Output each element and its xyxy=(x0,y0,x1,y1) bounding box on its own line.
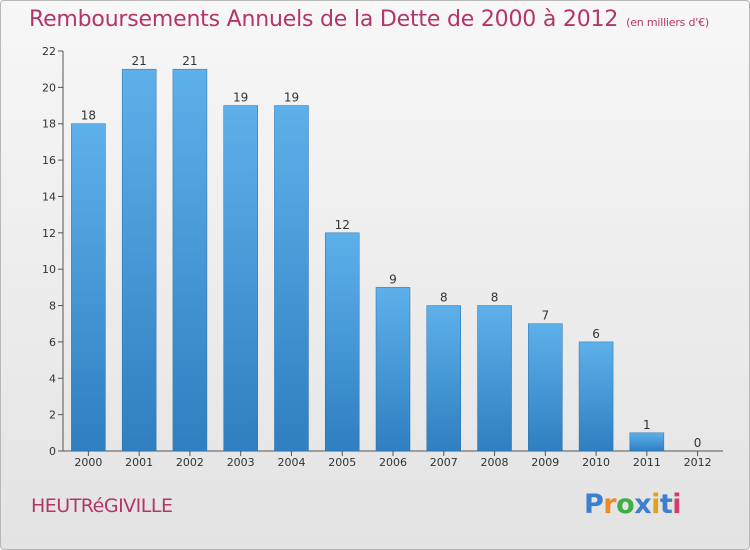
x-tick-label: 2006 xyxy=(379,456,407,469)
value-label-2005: 12 xyxy=(335,218,350,232)
logo-letter: i xyxy=(651,489,660,520)
x-axis: 2000 2001 2002 2003 2004 2005 2006 2007 2008 2009… xyxy=(63,450,723,469)
y-tick-label: 18 xyxy=(42,118,56,131)
x-tick-label: 2002 xyxy=(176,456,204,469)
y-tick-label: 8 xyxy=(49,300,56,313)
y-tick-label: 0 xyxy=(49,445,56,458)
bar-2007 xyxy=(426,305,462,452)
bar-2000 xyxy=(71,123,106,452)
x-tick-label: 2003 xyxy=(227,456,255,469)
y-axis: 0 2 4 6 8 10 12 14 16 18 20 22 xyxy=(42,45,64,458)
y-tick-label: 6 xyxy=(49,336,56,349)
bar-2008 xyxy=(477,305,512,452)
x-tick-label: 2007 xyxy=(430,456,458,469)
proxiti-logo: Proxiti xyxy=(584,489,682,520)
bar-2011 xyxy=(629,432,665,452)
value-label-2011: 1 xyxy=(643,418,651,432)
logo-letter: i xyxy=(672,489,682,520)
x-tick-label: 2011 xyxy=(633,456,661,469)
x-tick-label: 2008 xyxy=(481,456,509,469)
y-tick-label: 14 xyxy=(42,190,56,203)
x-tick-label: 2009 xyxy=(531,456,559,469)
y-tick-label: 4 xyxy=(49,372,56,385)
x-tick-label: 2005 xyxy=(328,456,356,469)
value-label-2010: 6 xyxy=(592,327,600,341)
y-tick-label: 22 xyxy=(42,45,56,58)
chart-subtitle: (en milliers d'€) xyxy=(626,16,710,29)
value-label-2009: 7 xyxy=(541,309,549,323)
y-tick-label: 10 xyxy=(42,263,56,276)
bar-2002 xyxy=(172,68,208,452)
chart-title: Remboursements Annuels de la Dette de 20… xyxy=(29,7,709,32)
bar-2003 xyxy=(223,105,258,452)
y-tick-label: 16 xyxy=(42,154,56,167)
logo-letter: r xyxy=(603,489,617,520)
value-label-2002: 21 xyxy=(182,54,197,68)
bar-2006 xyxy=(375,287,411,452)
bar-2001 xyxy=(121,68,157,452)
y-tick-label: 12 xyxy=(42,227,56,240)
data-labels: 18 21 21 19 19 12 9 8 8 7 6 1 0 xyxy=(81,54,702,450)
x-tick-label: 2000 xyxy=(74,456,102,469)
value-label-2007: 8 xyxy=(440,291,448,305)
bar-series xyxy=(71,68,665,452)
value-label-2001: 21 xyxy=(132,54,147,68)
value-label-2012: 0 xyxy=(694,436,702,450)
x-tick-label: 2012 xyxy=(684,456,712,469)
bar-2005 xyxy=(324,232,360,452)
bar-2010 xyxy=(578,341,614,452)
value-label-2004: 19 xyxy=(284,91,299,105)
value-label-2003: 19 xyxy=(233,91,248,105)
logo-letter: P xyxy=(584,489,604,520)
x-tick-label: 2004 xyxy=(277,456,305,469)
y-tick-label: 2 xyxy=(49,409,56,422)
x-tick-label: 2001 xyxy=(125,456,153,469)
commune-name: HEUTRéGIVILLE xyxy=(31,495,173,517)
bar-2009 xyxy=(528,323,563,452)
x-tick-label: 2010 xyxy=(582,456,610,469)
value-label-2008: 8 xyxy=(491,291,499,305)
logo-letter: t xyxy=(659,489,673,520)
value-label-2000: 18 xyxy=(81,109,96,123)
y-tick-label: 20 xyxy=(42,81,56,94)
bar-2004 xyxy=(274,105,309,452)
chart-title-text: Remboursements Annuels de la Dette de 20… xyxy=(29,7,619,32)
logo-letter: o xyxy=(616,489,635,520)
logo-letter: x xyxy=(634,489,652,520)
value-label-2006: 9 xyxy=(389,272,397,286)
